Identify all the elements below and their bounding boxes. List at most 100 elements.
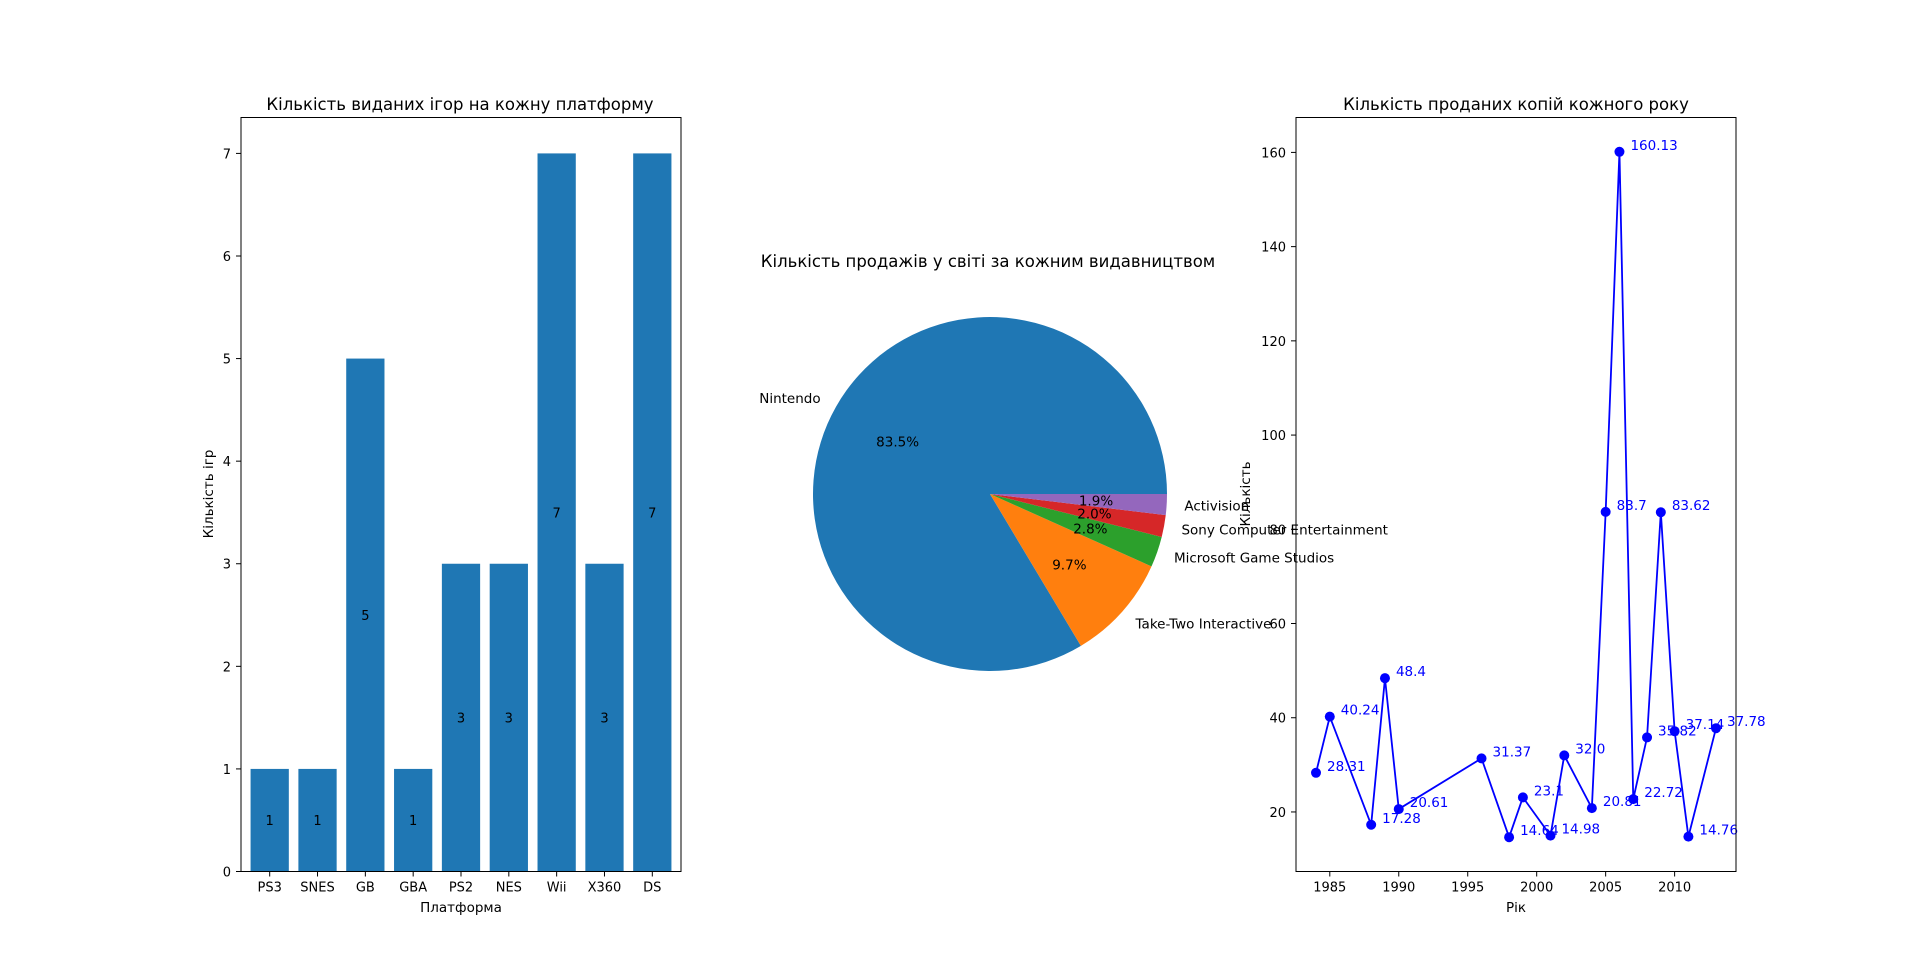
pie-label: Activision — [1184, 499, 1249, 515]
line-point — [1628, 794, 1639, 805]
line-chart-x-axis-label: Рік — [1506, 900, 1526, 916]
y-tick-label: 140 — [1261, 241, 1286, 256]
bar-gba — [394, 768, 433, 872]
x-tick-label: 2010 — [1658, 881, 1691, 896]
pie-percent-label: 1.9% — [1079, 493, 1113, 509]
x-tick-label: SNES — [300, 881, 334, 896]
point-value-label: 35.82 — [1658, 723, 1697, 739]
bar-ps3 — [250, 768, 289, 872]
bar-value-label: 1 — [409, 814, 417, 829]
x-tick-label: 1990 — [1382, 881, 1415, 896]
bar-ps2 — [441, 563, 481, 872]
y-tick-label: 2 — [223, 660, 231, 675]
pie-slice-activision — [990, 494, 1167, 516]
point-value-label: 14.76 — [1699, 823, 1738, 839]
pie-chart: Кількість продажів у світі за кожним вид… — [759, 252, 1388, 671]
point-value-label: 31.37 — [1493, 744, 1532, 760]
line-point — [1642, 732, 1653, 743]
bar-ds — [633, 153, 672, 872]
pie-label: Nintendo — [759, 391, 820, 407]
pie-percent-label: 83.5% — [876, 435, 919, 451]
x-tick-label: 1995 — [1451, 881, 1484, 896]
point-value-label: 20.61 — [1410, 795, 1449, 811]
bar-chart-y-axis-label: Кількість ігр — [201, 450, 217, 539]
line-chart-y-axis-label: Кількість — [1238, 461, 1254, 526]
point-value-label: 40.24 — [1341, 703, 1380, 719]
line-point — [1311, 767, 1321, 778]
bar-value-label: 5 — [361, 609, 369, 624]
bar-gb — [346, 358, 385, 872]
line-point — [1476, 753, 1487, 764]
y-tick-label: 5 — [223, 353, 231, 368]
y-tick-label: 160 — [1261, 146, 1286, 161]
pie-slice-take-two-interactive — [990, 494, 1152, 646]
point-value-label: 14.64 — [1520, 823, 1559, 839]
pie-chart-title: Кількість продажів у світі за кожним вид… — [761, 252, 1215, 271]
point-value-label: 32.0 — [1575, 741, 1605, 757]
bar-value-label: 7 — [648, 506, 656, 521]
x-tick-label: NES — [496, 881, 522, 896]
line-point — [1683, 831, 1694, 842]
x-tick-label: Wii — [547, 881, 567, 896]
line-point — [1600, 506, 1611, 517]
line-point — [1559, 750, 1570, 761]
line-point — [1711, 723, 1721, 734]
y-tick-label: 3 — [223, 558, 231, 573]
x-tick-label: PS3 — [258, 881, 282, 896]
line-point — [1614, 146, 1625, 157]
line-point — [1655, 507, 1666, 518]
pie-label: Take-Two Interactive — [1135, 616, 1272, 632]
line-point — [1379, 673, 1390, 684]
bar-snes — [298, 768, 337, 872]
line-chart-title: Кількість проданих копій кожного року — [1343, 95, 1689, 114]
x-tick-label: X360 — [588, 881, 622, 896]
line-point — [1366, 819, 1377, 830]
x-tick-label: PS2 — [449, 881, 473, 896]
pie-slice-nintendo — [813, 316, 1167, 671]
line-point — [1586, 803, 1597, 814]
line-chart-frame — [1295, 117, 1737, 872]
bar-value-label: 3 — [600, 712, 608, 727]
y-tick-label: 20 — [1269, 806, 1286, 821]
point-value-label: 20.81 — [1603, 794, 1642, 810]
pie-label: Sony Computer Entertainment — [1181, 522, 1387, 538]
x-tick-label: 1985 — [1313, 881, 1346, 896]
point-value-label: 48.4 — [1396, 664, 1426, 680]
y-tick-label: 1 — [223, 763, 231, 778]
bar-chart-frame — [240, 117, 682, 872]
point-value-label: 37.78 — [1727, 714, 1766, 730]
line-chart: Кількість проданих копій кожного року 19… — [1238, 95, 1766, 916]
line-point — [1324, 711, 1335, 722]
point-value-label: 28.31 — [1327, 759, 1366, 775]
bar-x360 — [585, 563, 624, 872]
bar-chart-x-axis-label: Платформа — [420, 900, 502, 916]
point-value-label: 14.98 — [1561, 822, 1600, 838]
point-value-label: 160.13 — [1630, 138, 1677, 154]
y-tick-label: 0 — [223, 866, 231, 881]
y-tick-label: 40 — [1269, 712, 1286, 727]
pie-percent-label: 2.0% — [1077, 506, 1111, 522]
line-point — [1504, 832, 1515, 843]
y-tick-label: 100 — [1261, 429, 1286, 444]
point-value-label: 37.14 — [1686, 717, 1725, 733]
bar-value-label: 3 — [457, 712, 465, 727]
line-point — [1545, 830, 1556, 841]
bar-value-label: 1 — [313, 814, 321, 829]
line-point — [1517, 792, 1528, 803]
x-tick-label: 2005 — [1589, 881, 1622, 896]
point-value-label: 22.72 — [1644, 785, 1683, 801]
bar-value-label: 1 — [266, 814, 274, 829]
point-value-label: 83.62 — [1672, 498, 1711, 514]
y-tick-label: 4 — [223, 455, 231, 470]
pie-slice-microsoft-game-studios — [990, 494, 1162, 567]
bar-value-label: 7 — [553, 506, 561, 521]
x-tick-label: 2000 — [1520, 881, 1553, 896]
bar-wii — [537, 153, 576, 872]
x-tick-label: GB — [356, 881, 375, 896]
point-value-label: 83.7 — [1617, 498, 1647, 514]
x-tick-label: GBA — [399, 881, 427, 896]
point-value-label: 17.28 — [1382, 811, 1421, 827]
y-tick-label: 7 — [223, 147, 231, 162]
pie-label: Microsoft Game Studios — [1174, 551, 1334, 567]
